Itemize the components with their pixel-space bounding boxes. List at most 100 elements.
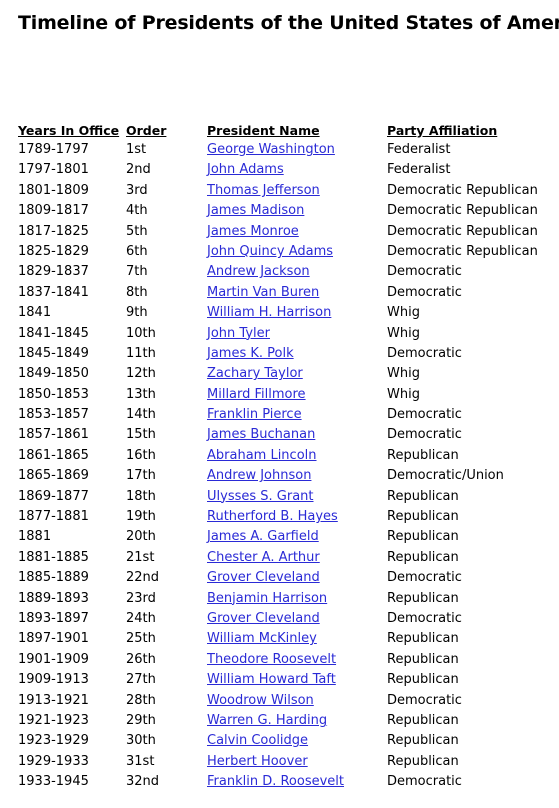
president-name-link[interactable]: James Madison [207,203,305,219]
president-name-link[interactable]: John Quincy Adams [207,243,334,259]
president-name-link[interactable]: Franklin Pierce [207,407,302,423]
table-row: 1933-1945 32nd Franklin D. Roosevelt Democr… [18,772,559,792]
years-in-office-cell: 1913-1921 [18,692,89,708]
table-row: 1797-1801 2nd John Adams Federalist [18,160,559,180]
years-in-office-cell: 1853-1857 [18,407,89,423]
president-name-link[interactable]: William McKinley [207,631,317,647]
president-name-link[interactable]: Benjamin Harrison [207,590,328,606]
table-row: 1889-1893 23rd Benjamin Harrison Republican [18,589,559,609]
years-in-office-cell: 1881-1885 [18,549,89,565]
party-affiliation-cell: Republican [387,753,459,769]
order-cell: 1st [126,142,147,157]
party-affiliation-cell: Democratic/Union [387,468,504,484]
years-in-office-cell: 1897-1901 [18,631,89,647]
years-in-office-cell: 1849-1850 [18,366,89,382]
president-name-link[interactable]: James Monroe [207,223,299,239]
order-cell: 16th [126,447,156,463]
years-in-office-cell: 1865-1869 [18,468,89,484]
years-in-office-cell: 1789-1797 [18,142,89,157]
president-name-link[interactable]: Ulysses S. Grant [207,488,314,504]
years-in-office-cell: 1861-1865 [18,447,89,463]
party-affiliation-cell: Democratic [387,284,462,300]
president-name-link[interactable]: George Washington [207,142,335,157]
order-cell: 2nd [126,162,151,178]
table-row: 1853-1857 14th Franklin Pierce Democratic [18,405,559,425]
party-affiliation-cell: Federalist [387,142,451,157]
president-name-link[interactable]: Woodrow Wilson [207,692,314,708]
order-cell: 7th [126,264,148,280]
president-name-link[interactable]: Franklin D. Roosevelt [207,774,345,790]
president-name-link[interactable]: Warren G. Harding [207,712,328,728]
party-affiliation-cell: Democratic [387,345,462,361]
years-in-office-cell: 1797-1801 [18,162,89,178]
president-name-link[interactable]: Grover Cleveland [207,570,320,586]
president-name-link[interactable]: Millard Fillmore [207,386,306,402]
order-cell: 5th [126,223,148,239]
president-name-link[interactable]: Andrew Jackson [207,264,310,280]
president-name-link[interactable]: William Howard Taft [207,672,336,688]
order-cell: 17th [126,468,156,484]
table-row: 1881-1885 21st Chester A. Arthur Republican [18,548,559,568]
party-affiliation-cell: Whig [387,386,420,402]
president-name-link[interactable]: John Adams [207,162,284,178]
years-in-office-cell: 1921-1923 [18,712,89,728]
table-row: 1841 9th William H. Harrison Whig [18,303,559,323]
president-name-link[interactable]: Andrew Johnson [207,468,312,484]
president-name-link[interactable]: Thomas Jefferson [207,182,320,198]
table-row: 1829-1837 7th Andrew Jackson Democratic [18,262,559,282]
years-in-office-cell: 1829-1837 [18,264,89,280]
president-name-link[interactable]: Rutherford B. Hayes [207,509,338,525]
years-in-office-cell: 1841-1845 [18,325,89,341]
order-cell: 30th [126,733,156,749]
order-cell: 26th [126,651,156,667]
years-in-office-cell: 1893-1897 [18,610,89,626]
table-body: 1789-1797 1st George Washington Federalist 1… [18,140,559,793]
party-affiliation-cell: Democratic [387,407,462,423]
order-cell: 27th [126,672,156,688]
order-cell: 23rd [126,590,156,606]
table-row: 1789-1797 1st George Washington Federalist [18,140,559,160]
table-row: 1845-1849 11th James K. Polk Democratic [18,344,559,364]
table-row: 1849-1850 12th Zachary Taylor Whig [18,364,559,384]
order-cell: 10th [126,325,156,341]
party-affiliation-cell: Republican [387,529,459,545]
table-row: 1923-1929 30th Calvin Coolidge Republican [18,731,559,751]
order-cell: 25th [126,631,156,647]
president-name-link[interactable]: Abraham Lincoln [207,447,317,463]
party-affiliation-cell: Republican [387,549,459,565]
party-affiliation-cell: Democratic [387,264,462,280]
president-name-link[interactable]: James Buchanan [207,427,316,443]
president-name-link[interactable]: William H. Harrison [207,305,332,321]
presidents-table: Years In Office Order President Name Par… [18,121,559,793]
years-in-office-cell: 1869-1877 [18,488,89,504]
president-name-link[interactable]: Martin Van Buren [207,284,320,300]
header-years-in-office: Years In Office [18,123,120,138]
party-affiliation-cell: Democratic [387,692,462,708]
table-row: 1861-1865 16th Abraham Lincoln Republican [18,446,559,466]
president-name-link[interactable]: James A. Garfield [207,529,319,545]
table-row: 1865-1869 17th Andrew Johnson Democratic/Un… [18,466,559,486]
years-in-office-cell: 1889-1893 [18,590,89,606]
president-name-link[interactable]: Herbert Hoover [207,753,308,769]
years-in-office-cell: 1923-1929 [18,733,89,749]
years-in-office-cell: 1837-1841 [18,284,89,300]
order-cell: 4th [126,203,148,219]
president-name-link[interactable]: Theodore Roosevelt [207,651,337,667]
president-name-link[interactable]: John Tyler [207,325,270,341]
president-name-link[interactable]: Calvin Coolidge [207,733,309,749]
years-in-office-cell: 1857-1861 [18,427,89,443]
president-name-link[interactable]: Chester A. Arthur [207,549,320,565]
president-name-link[interactable]: James K. Polk [207,345,294,361]
president-name-link[interactable]: Zachary Taylor [207,366,303,382]
table-row: 1921-1923 29th Warren G. Harding Republican [18,711,559,731]
party-affiliation-cell: Democratic [387,610,462,626]
years-in-office-cell: 1933-1945 [18,774,89,790]
president-name-link[interactable]: Grover Cleveland [207,610,320,626]
table-row: 1817-1825 5th James Monroe Democratic Repub… [18,222,559,242]
years-in-office-cell: 1825-1829 [18,243,89,259]
party-affiliation-cell: Democratic Republican [387,182,538,198]
years-in-office-cell: 1845-1849 [18,345,89,361]
table-row: 1825-1829 6th John Quincy Adams Democratic … [18,242,559,262]
years-in-office-cell: 1881 [18,529,52,545]
years-in-office-cell: 1809-1817 [18,203,89,219]
